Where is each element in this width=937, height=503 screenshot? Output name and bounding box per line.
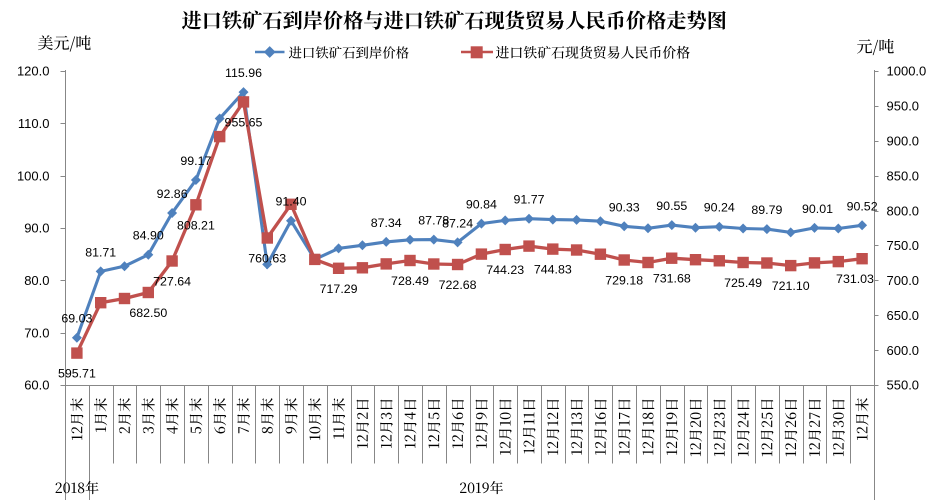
svg-text:90.84: 90.84 bbox=[466, 198, 497, 212]
svg-text:92.86: 92.86 bbox=[157, 187, 188, 201]
svg-text:728.49: 728.49 bbox=[391, 274, 429, 288]
svg-text:760.63: 760.63 bbox=[248, 252, 286, 266]
svg-text:70.0: 70.0 bbox=[24, 325, 49, 340]
svg-text:91.40: 91.40 bbox=[275, 195, 306, 209]
svg-text:69.03: 69.03 bbox=[61, 312, 92, 326]
svg-text:87.24: 87.24 bbox=[442, 216, 473, 230]
svg-text:682.50: 682.50 bbox=[129, 306, 167, 320]
svg-text:850.0: 850.0 bbox=[887, 168, 920, 183]
svg-text:722.68: 722.68 bbox=[439, 278, 477, 292]
svg-text:700.0: 700.0 bbox=[887, 273, 920, 288]
svg-text:99.17: 99.17 bbox=[180, 154, 211, 168]
svg-text:550.0: 550.0 bbox=[887, 378, 920, 393]
svg-text:80.0: 80.0 bbox=[24, 273, 49, 288]
svg-text:120.0: 120.0 bbox=[17, 64, 50, 79]
svg-text:731.68: 731.68 bbox=[653, 272, 691, 286]
svg-text:950.0: 950.0 bbox=[887, 99, 920, 114]
svg-text:808.21: 808.21 bbox=[177, 218, 215, 232]
svg-text:729.18: 729.18 bbox=[605, 274, 643, 288]
svg-text:750.0: 750.0 bbox=[887, 238, 920, 253]
svg-text:81.71: 81.71 bbox=[85, 245, 116, 259]
svg-text:89.79: 89.79 bbox=[751, 203, 782, 217]
svg-text:900.0: 900.0 bbox=[887, 134, 920, 149]
svg-text:84.90: 84.90 bbox=[133, 229, 164, 243]
svg-text:600.0: 600.0 bbox=[887, 343, 920, 358]
svg-text:727.64: 727.64 bbox=[153, 275, 191, 289]
svg-text:90.24: 90.24 bbox=[704, 201, 735, 215]
svg-text:800.0: 800.0 bbox=[887, 203, 920, 218]
svg-text:595.71: 595.71 bbox=[58, 367, 96, 381]
svg-text:110.0: 110.0 bbox=[18, 116, 50, 131]
svg-text:60.0: 60.0 bbox=[24, 378, 49, 393]
svg-text:650.0: 650.0 bbox=[887, 308, 920, 323]
svg-text:744.23: 744.23 bbox=[486, 263, 524, 277]
svg-text:744.83: 744.83 bbox=[534, 263, 572, 277]
svg-text:87.78: 87.78 bbox=[418, 214, 449, 228]
svg-text:90.33: 90.33 bbox=[609, 200, 640, 214]
svg-text:1000.0: 1000.0 bbox=[887, 64, 927, 79]
svg-text:90.55: 90.55 bbox=[656, 199, 687, 213]
svg-text:90.0: 90.0 bbox=[24, 221, 49, 236]
svg-text:87.34: 87.34 bbox=[371, 216, 402, 230]
svg-text:115.96: 115.96 bbox=[225, 66, 262, 80]
svg-text:90.52: 90.52 bbox=[847, 199, 878, 213]
svg-text:955.65: 955.65 bbox=[225, 115, 263, 129]
svg-text:90.01: 90.01 bbox=[802, 202, 833, 216]
svg-text:91.77: 91.77 bbox=[513, 193, 544, 207]
svg-text:731.03: 731.03 bbox=[836, 272, 874, 286]
svg-text:717.29: 717.29 bbox=[320, 282, 358, 296]
svg-text:725.49: 725.49 bbox=[724, 276, 762, 290]
svg-text:721.10: 721.10 bbox=[772, 279, 810, 293]
svg-text:100.0: 100.0 bbox=[17, 168, 50, 183]
